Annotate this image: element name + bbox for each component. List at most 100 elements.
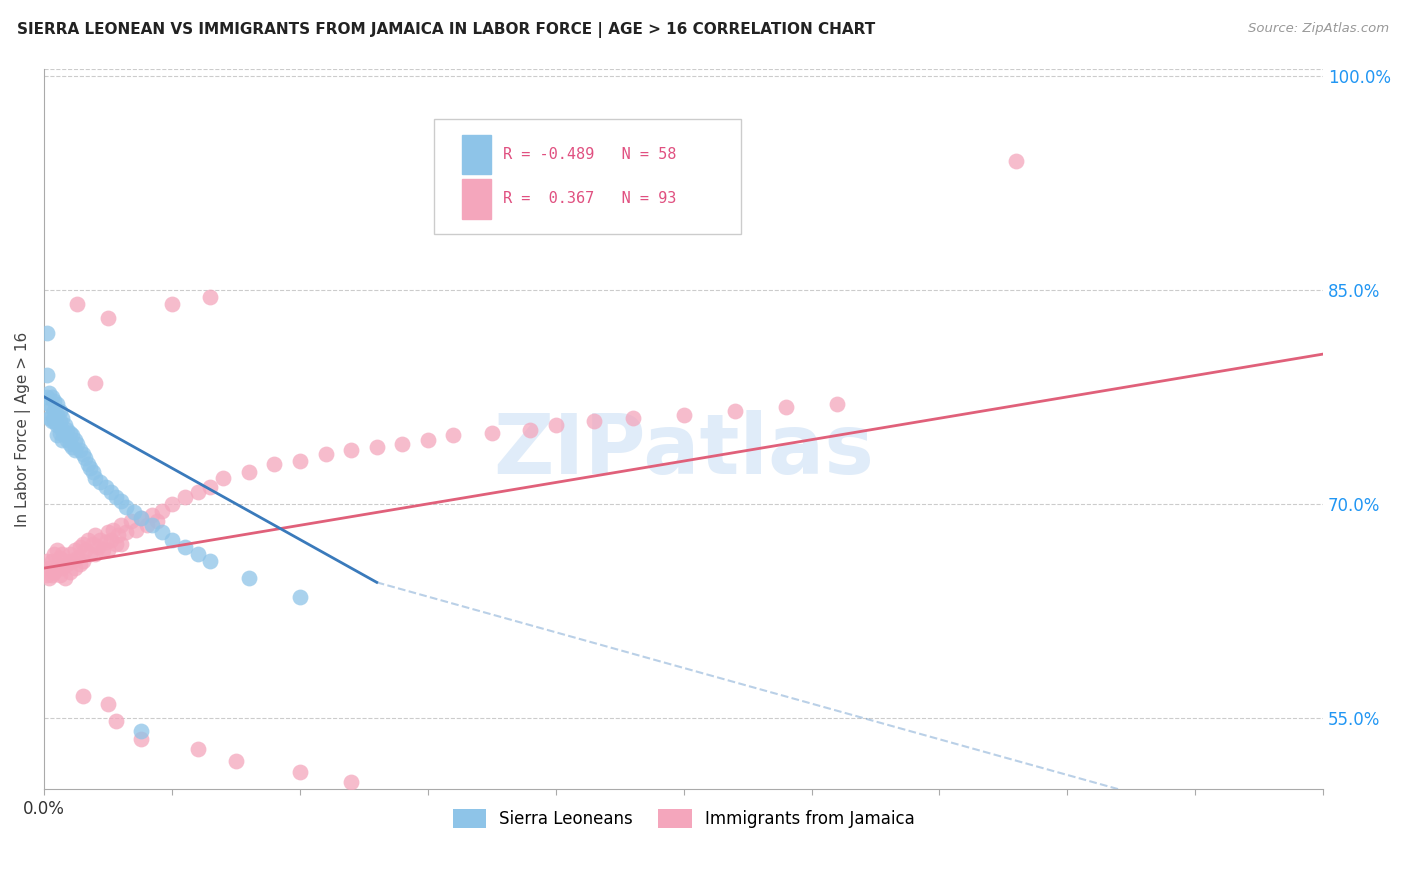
Point — [48, 568, 70, 582]
Point — [391, 437, 413, 451]
Point — [46, 409, 69, 423]
Point — [187, 742, 209, 756]
Point — [519, 423, 541, 437]
Point — [60, 554, 83, 568]
Point — [200, 480, 222, 494]
Point — [48, 425, 70, 440]
Point — [59, 547, 82, 561]
Point — [160, 297, 183, 311]
Point — [150, 525, 173, 540]
Point — [416, 433, 439, 447]
Point — [131, 732, 153, 747]
Point — [429, 875, 451, 889]
Text: R = -0.489   N = 58: R = -0.489 N = 58 — [503, 147, 676, 162]
Point — [60, 440, 83, 454]
Point — [72, 447, 94, 461]
Point — [79, 547, 101, 561]
Point — [200, 290, 222, 304]
Point — [135, 518, 157, 533]
Point — [583, 414, 606, 428]
Point — [63, 542, 86, 557]
Point — [51, 433, 73, 447]
Point — [82, 466, 104, 480]
Point — [51, 411, 73, 425]
Point — [46, 397, 69, 411]
Point — [53, 428, 76, 442]
Point — [288, 590, 311, 604]
Point — [263, 457, 285, 471]
Point — [69, 540, 91, 554]
Point — [94, 535, 117, 549]
Legend: Sierra Leoneans, Immigrants from Jamaica: Sierra Leoneans, Immigrants from Jamaica — [446, 802, 921, 835]
Point — [48, 414, 70, 428]
Point — [38, 411, 60, 425]
Point — [97, 542, 120, 557]
Point — [621, 411, 644, 425]
Point — [103, 523, 125, 537]
Point — [131, 511, 153, 525]
Text: SIERRA LEONEAN VS IMMIGRANTS FROM JAMAICA IN LABOR FORCE | AGE > 16 CORRELATION : SIERRA LEONEAN VS IMMIGRANTS FROM JAMAIC… — [17, 22, 875, 38]
Point — [56, 423, 79, 437]
Point — [75, 542, 97, 557]
Point — [544, 418, 567, 433]
Point — [110, 537, 132, 551]
Point — [46, 561, 69, 575]
Point — [84, 547, 107, 561]
Point — [53, 554, 76, 568]
Point — [66, 551, 89, 566]
Point — [173, 540, 195, 554]
Point — [53, 418, 76, 433]
Point — [160, 497, 183, 511]
Text: R =  0.367   N = 93: R = 0.367 N = 93 — [503, 192, 676, 206]
Point — [63, 442, 86, 457]
Point — [131, 511, 153, 525]
Point — [141, 518, 163, 533]
Point — [160, 533, 183, 547]
Point — [187, 485, 209, 500]
Point — [44, 414, 66, 428]
Point — [238, 571, 260, 585]
Point — [115, 525, 138, 540]
Point — [125, 523, 148, 537]
Point — [238, 466, 260, 480]
Point — [340, 775, 363, 789]
Point — [115, 500, 138, 514]
Point — [288, 454, 311, 468]
Point — [35, 554, 58, 568]
Point — [110, 494, 132, 508]
Point — [38, 385, 60, 400]
Point — [288, 765, 311, 780]
Point — [41, 414, 63, 428]
Point — [44, 566, 66, 580]
Point — [59, 437, 82, 451]
Point — [38, 571, 60, 585]
Point — [104, 537, 127, 551]
Point — [187, 547, 209, 561]
Point — [41, 400, 63, 414]
Point — [84, 376, 107, 390]
Point — [100, 485, 122, 500]
Point — [141, 508, 163, 523]
Point — [97, 525, 120, 540]
Point — [69, 557, 91, 571]
Point — [35, 326, 58, 340]
Point — [225, 754, 247, 768]
Point — [44, 394, 66, 409]
Point — [443, 428, 465, 442]
Point — [38, 561, 60, 575]
Point — [1005, 154, 1028, 169]
Point — [46, 428, 69, 442]
Point — [212, 471, 235, 485]
Point — [48, 404, 70, 418]
Point — [60, 428, 83, 442]
Point — [35, 390, 58, 404]
Point — [59, 566, 82, 580]
Point — [41, 390, 63, 404]
Point — [107, 528, 129, 542]
Point — [122, 505, 145, 519]
Point — [340, 442, 363, 457]
Bar — [463, 135, 491, 175]
Point — [56, 557, 79, 571]
Point — [41, 554, 63, 568]
Point — [150, 504, 173, 518]
